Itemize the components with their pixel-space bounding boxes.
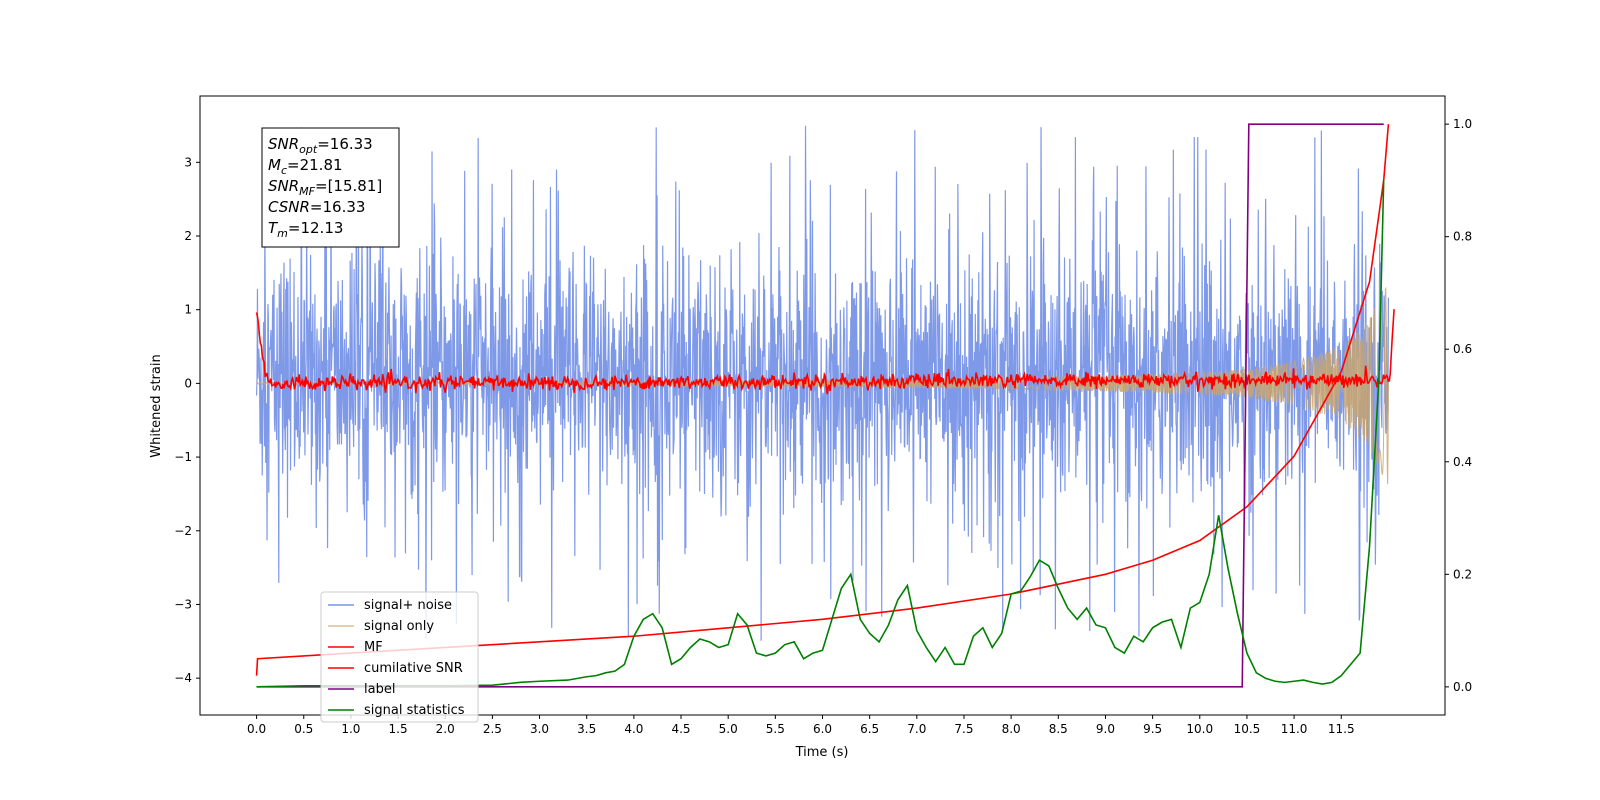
x-tick-label: 8.0 xyxy=(1002,722,1021,736)
x-tick-label: 7.5 xyxy=(954,722,973,736)
x-axis-label: Time (s) xyxy=(795,745,849,760)
y-right-tick-label: 1.0 xyxy=(1453,117,1472,131)
annotation-frame xyxy=(261,127,400,248)
series-signal-statistics-line xyxy=(256,180,1385,688)
series-signal-noise-line xyxy=(255,125,1390,641)
x-tick-label: 0.5 xyxy=(294,722,313,736)
legend-frame xyxy=(320,591,479,723)
y-left-tick-label: −4 xyxy=(174,671,192,685)
y-left-tick-label: −1 xyxy=(174,450,192,464)
annotation-line: Mc=21.81 xyxy=(268,156,343,177)
y-right-tick-label: 0.8 xyxy=(1453,230,1472,244)
annotation-line: Tm=12.13 xyxy=(268,219,343,240)
y-right-tick-label: 0.0 xyxy=(1453,680,1472,694)
x-tick-label: 10.5 xyxy=(1234,722,1261,736)
y-left-axis: 3 2 1 0 −1 −2 −3 −4 xyxy=(174,155,200,685)
x-tick-label: 9.5 xyxy=(1143,722,1162,736)
y-right-tick-label: 0.2 xyxy=(1453,567,1472,581)
x-tick-label: 3.5 xyxy=(577,722,596,736)
legend-entry: label xyxy=(364,682,395,697)
y-left-tick-label: −2 xyxy=(174,524,192,538)
series-label-line xyxy=(256,123,1384,688)
x-tick-label: 0.0 xyxy=(247,722,266,736)
x-tick-label: 5.0 xyxy=(719,722,738,736)
x-tick-label: 2.5 xyxy=(483,722,502,736)
y-left-tick-label: 0 xyxy=(184,376,192,390)
y-right-tick-label: 0.6 xyxy=(1453,342,1472,356)
annotation-line: SNRopt=16.33 xyxy=(268,135,373,156)
legend-entry: cumilative SNR xyxy=(364,661,463,676)
x-tick-label: 1.5 xyxy=(389,722,408,736)
x-tick-label: 6.0 xyxy=(813,722,832,736)
y-left-tick-label: 1 xyxy=(184,303,192,317)
x-tick-label: 4.0 xyxy=(624,722,643,736)
x-tick-label: 7.0 xyxy=(907,722,926,736)
legend-entry: signal+ noise xyxy=(364,598,452,613)
annotation-box: SNRopt=16.33Mc=21.81SNRMF=[15.81]CSNR=16… xyxy=(261,127,400,248)
x-axis: 0.0 0.5 1.0 1.5 2.0 2.5 3.0 3.5 4.0 4.5 5.0 5.5 6.0 6… xyxy=(247,715,1355,736)
x-tick-label: 11.5 xyxy=(1328,722,1355,736)
x-tick-label: 9.0 xyxy=(1096,722,1115,736)
legend-entry: signal statistics xyxy=(364,703,465,718)
x-tick-label: 8.5 xyxy=(1049,722,1068,736)
annotation-line: CSNR=16.33 xyxy=(268,198,365,216)
annotation-line: SNRMF=[15.81] xyxy=(268,177,382,198)
series-mf-line xyxy=(255,309,1395,395)
legend-entry: MF xyxy=(364,640,383,655)
y-left-tick-label: −3 xyxy=(174,597,192,611)
x-tick-label: 6.5 xyxy=(860,722,879,736)
y-right-axis: 1.0 0.8 0.6 0.4 0.2 0.0 xyxy=(1445,117,1472,694)
x-tick-label: 10.0 xyxy=(1186,722,1213,736)
x-tick-label: 11.0 xyxy=(1281,722,1308,736)
x-tick-label: 4.5 xyxy=(671,722,690,736)
y-left-tick-label: 2 xyxy=(184,229,192,243)
legend-entry: signal only xyxy=(364,619,434,634)
x-tick-label: 2.0 xyxy=(436,722,455,736)
x-tick-label: 5.5 xyxy=(766,722,785,736)
y-left-tick-label: 3 xyxy=(184,155,192,169)
x-tick-label: 3.0 xyxy=(530,722,549,736)
y-right-tick-label: 0.4 xyxy=(1453,455,1472,469)
x-tick-label: 1.0 xyxy=(341,722,360,736)
y-axis-label: Whitened strain xyxy=(149,354,164,457)
legend: signal+ noise signal only MF cumilative SNR… xyxy=(320,591,479,723)
